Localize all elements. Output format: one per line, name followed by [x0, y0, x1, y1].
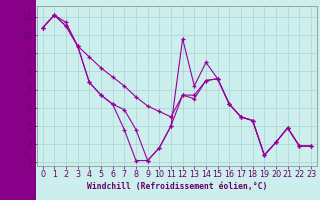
- X-axis label: Windchill (Refroidissement éolien,°C): Windchill (Refroidissement éolien,°C): [87, 182, 267, 191]
